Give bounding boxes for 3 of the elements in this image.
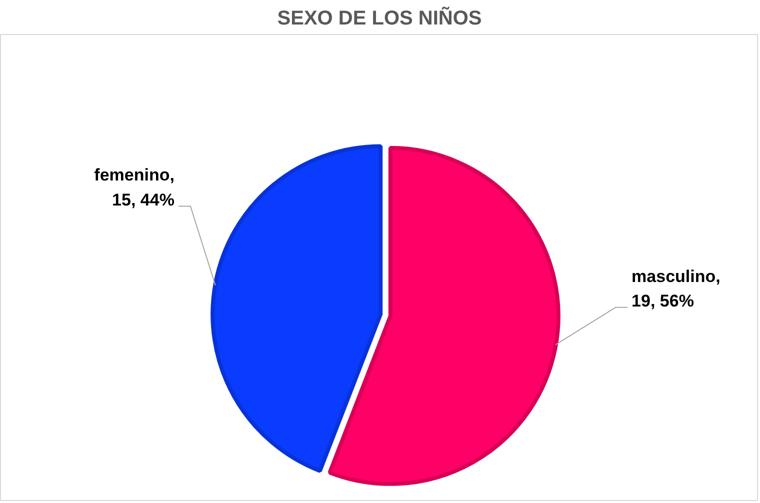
slice-label: masculino, 19, 56% xyxy=(632,266,720,311)
chart-title: SEXO DE LOS NIÑOS xyxy=(277,6,482,30)
slice-label: femenino, 15, 44% xyxy=(94,166,174,210)
